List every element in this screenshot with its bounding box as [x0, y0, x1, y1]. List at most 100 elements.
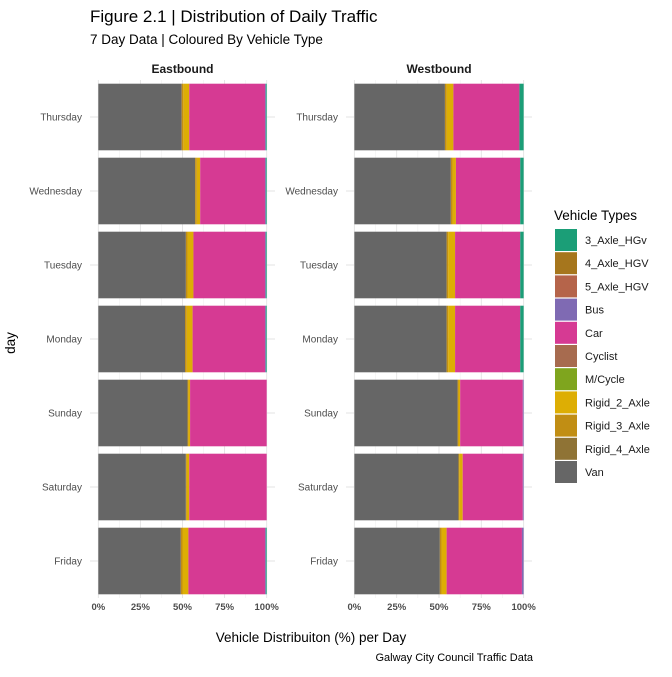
segment-eastbound-thursday-bus — [264, 83, 266, 151]
panels-group: Eastbound Thursday Wednesday Tuesday Monday S… — [29, 62, 536, 613]
segment-eastbound-tuesday-van — [98, 231, 186, 299]
segment-westbound-friday-rigid-3-axle — [439, 527, 442, 595]
y-tick-label: Wednesday — [285, 187, 338, 198]
segment-westbound-saturday-rigid-2-axle — [459, 453, 463, 521]
segment-eastbound-sunday-car — [190, 379, 267, 447]
segment-eastbound-saturday-car — [189, 453, 267, 521]
legend-item-rigid-2-axle: Rigid_2_Axle — [555, 391, 650, 414]
y-tick-label: Friday — [310, 557, 338, 568]
segment-westbound-friday-rigid-2-axle — [441, 527, 447, 595]
segment-westbound-friday-van — [354, 527, 440, 595]
segment-westbound-sunday-rigid-3-axle — [457, 379, 459, 447]
y-tick-label: Monday — [302, 335, 338, 346]
legend-label: Rigid_3_Axle — [585, 421, 650, 433]
chart-subtitle: 7 Day Data | Coloured By Vehicle Type — [90, 32, 323, 47]
legend-label: M/Cycle — [585, 374, 625, 386]
y-tick-label: Friday — [54, 557, 82, 568]
bar-eastbound-monday — [98, 305, 267, 373]
segment-westbound-monday-van — [354, 305, 447, 373]
segment-eastbound-saturday-van — [98, 453, 186, 521]
legend-item-cyclist: Cyclist — [555, 345, 617, 367]
panel-eastbound: Eastbound Thursday Wednesday Tuesday Monday S… — [29, 62, 279, 613]
bar-eastbound-saturday — [98, 453, 267, 521]
x-tick-label: 100% — [511, 602, 536, 613]
y-axis-label: day — [3, 332, 18, 354]
segment-eastbound-friday-rigid-2-axle — [182, 527, 189, 595]
segment-eastbound-thursday-rigid-3-axle — [181, 83, 184, 151]
legend-item-m-cycle: M/Cycle — [555, 368, 625, 391]
x-tick-label: 0% — [348, 602, 362, 613]
bar-westbound-sunday — [354, 379, 524, 447]
segment-westbound-thursday-rigid-2-axle — [446, 83, 454, 151]
legend-item-4-axle-hgv: 4_Axle_HGV — [555, 252, 649, 275]
panel-title-westbound: Westbound — [406, 62, 471, 76]
segment-eastbound-tuesday-rigid-2-axle — [187, 231, 194, 299]
segment-westbound-saturday-bus — [522, 453, 524, 521]
legend-item-car: Car — [555, 321, 603, 344]
legend-item-rigid-3-axle: Rigid_3_Axle — [555, 414, 650, 437]
segment-westbound-thursday-3-axle-hgv — [519, 83, 524, 151]
segment-eastbound-wednesday-rigid-3-axle — [195, 157, 197, 225]
x-tick-label: 75% — [215, 602, 235, 613]
segment-westbound-thursday-car — [453, 83, 520, 151]
segment-westbound-thursday-rigid-3-axle — [444, 83, 447, 151]
legend-item-bus: Bus — [555, 298, 604, 321]
segment-westbound-monday-car — [455, 305, 521, 373]
legend-label: Cyclist — [585, 351, 617, 363]
legend-label: Van — [585, 467, 604, 479]
y-tick-label: Tuesday — [300, 261, 338, 272]
segment-westbound-friday-bus — [521, 527, 524, 595]
segment-westbound-monday-rigid-2-axle — [448, 305, 456, 373]
segment-eastbound-friday-bus — [264, 527, 266, 595]
segment-eastbound-thursday-3-axle-hgv — [265, 83, 267, 151]
segment-westbound-sunday-van — [354, 379, 458, 447]
x-tick-label: 50% — [173, 602, 193, 613]
segment-eastbound-wednesday-3-axle-hgv — [265, 157, 267, 225]
segment-eastbound-friday-car — [188, 527, 265, 595]
segment-eastbound-thursday-car — [189, 83, 265, 151]
panel-title-eastbound: Eastbound — [152, 62, 214, 76]
bar-eastbound-wednesday — [98, 157, 267, 225]
bar-westbound-thursday — [354, 83, 524, 151]
segment-westbound-saturday-rigid-3-axle — [458, 453, 460, 521]
segment-eastbound-monday-3-axle-hgv — [265, 305, 267, 373]
legend-swatch — [555, 414, 577, 437]
segment-eastbound-tuesday-rigid-3-axle — [185, 231, 188, 299]
segment-westbound-wednesday-van — [354, 157, 451, 225]
segment-westbound-saturday-car — [462, 453, 523, 521]
bar-eastbound-sunday — [98, 379, 267, 447]
legend: 3_Axle_HGv 4_Axle_HGV 5_Axle_HGV Bus Car Cycl… — [555, 229, 650, 483]
segment-eastbound-friday-3-axle-hgv — [265, 527, 267, 595]
legend-swatch — [555, 321, 577, 344]
segment-eastbound-wednesday-van — [98, 157, 196, 225]
x-tick-label: 25% — [131, 602, 151, 613]
segment-eastbound-sunday-van — [98, 379, 188, 447]
bar-eastbound-tuesday — [98, 231, 267, 299]
segment-eastbound-monday-rigid-3-axle — [185, 305, 187, 373]
legend-item-3-axle-hgv: 3_Axle_HGv — [555, 229, 647, 251]
segment-westbound-thursday-van — [354, 83, 445, 151]
legend-label: Bus — [585, 305, 604, 317]
segment-westbound-sunday-car — [460, 379, 523, 447]
y-tick-label: Sunday — [304, 409, 338, 420]
segment-westbound-sunday-rigid-2-axle — [458, 379, 461, 447]
bar-eastbound-friday — [98, 527, 267, 595]
x-tick-label: 100% — [255, 602, 280, 613]
chart-title: Figure 2.1 | Distribution of Daily Traff… — [90, 7, 378, 26]
legend-swatch — [555, 345, 577, 367]
legend-label: 5_Axle_HGV — [585, 281, 649, 293]
segment-eastbound-monday-rigid-2-axle — [186, 305, 193, 373]
bar-westbound-friday — [354, 527, 524, 595]
segment-westbound-monday-3-axle-hgv — [520, 305, 524, 373]
segment-westbound-wednesday-car — [455, 157, 521, 225]
segment-westbound-tuesday-car — [455, 231, 521, 299]
x-axis-label: Vehicle Distribuiton (%) per Day — [216, 630, 407, 645]
segment-westbound-tuesday-van — [354, 231, 447, 299]
segment-westbound-wednesday-rigid-3-axle — [450, 157, 453, 225]
segment-eastbound-tuesday-bus — [264, 231, 266, 299]
segment-eastbound-saturday-rigid-3-axle — [185, 453, 187, 521]
segment-eastbound-sunday-rigid-3-axle — [187, 379, 189, 447]
legend-swatch — [555, 252, 577, 275]
